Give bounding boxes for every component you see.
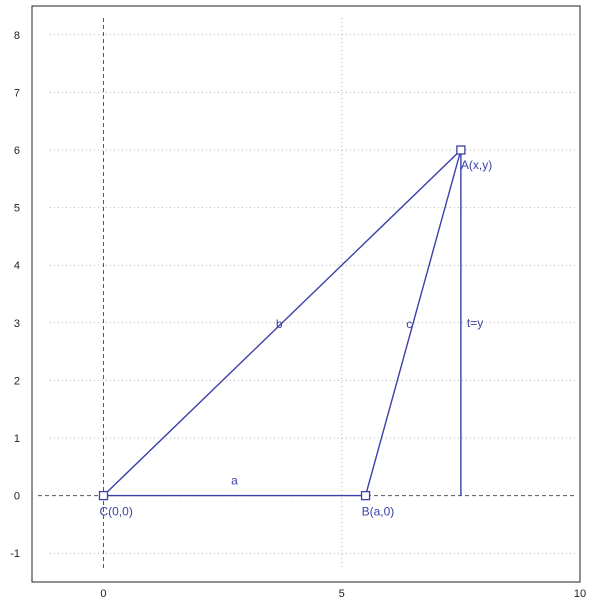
vertex-label-B: B(a,0)	[362, 505, 395, 519]
vertex-marker-A	[456, 145, 466, 155]
x-tick-label: 10	[574, 588, 586, 600]
y-tick-label: 5	[14, 203, 20, 215]
x-tick-label: 5	[339, 588, 345, 600]
vertex-marker-B	[360, 490, 371, 501]
vertex-marker-C	[98, 490, 109, 501]
x-tick-label: 0	[100, 588, 106, 600]
y-tick-label: 8	[14, 30, 20, 42]
y-tick-label: 2	[14, 375, 20, 387]
vertex-label-A: A(x,y)	[461, 158, 492, 172]
y-tick-label: 0	[14, 491, 20, 503]
segment-label-t: t=y	[467, 316, 483, 330]
y-tick-label: 1	[14, 433, 20, 445]
segment-label-c: c	[406, 317, 412, 331]
segment-b	[102, 149, 462, 497]
segment-label-a: a	[231, 474, 238, 488]
plot-frame	[31, 5, 581, 583]
y-tick-label: 3	[14, 318, 20, 330]
y-tick-label: -1	[10, 548, 20, 560]
segment-c	[364, 149, 462, 496]
vertex-label-C: C(0,0)	[99, 505, 132, 519]
y-tick-label: 7	[14, 87, 20, 99]
segment-label-b: b	[276, 317, 283, 331]
y-tick-label: 4	[14, 260, 20, 272]
y-tick-label: 6	[14, 145, 20, 157]
